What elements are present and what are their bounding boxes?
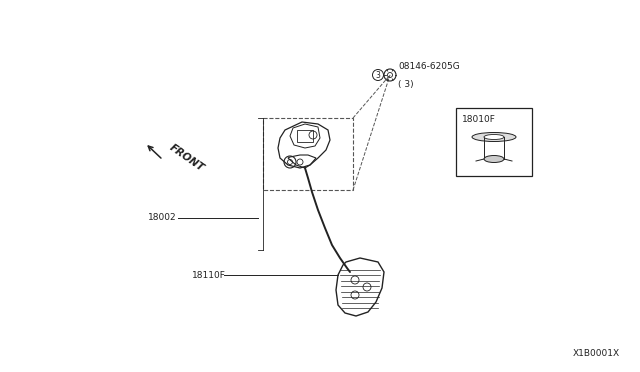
Text: 18110F: 18110F xyxy=(192,270,226,279)
Text: FRONT: FRONT xyxy=(168,142,206,173)
Bar xyxy=(263,118,353,190)
Bar xyxy=(456,108,532,176)
Text: 18002: 18002 xyxy=(148,214,177,222)
Bar xyxy=(297,130,313,142)
Text: 3: 3 xyxy=(376,71,380,80)
Text: ( 3): ( 3) xyxy=(398,80,413,89)
Text: 18010F: 18010F xyxy=(462,115,496,124)
Text: X1B0001X: X1B0001X xyxy=(573,349,620,358)
Ellipse shape xyxy=(484,155,504,163)
Ellipse shape xyxy=(472,132,516,141)
Text: 08146-6205G: 08146-6205G xyxy=(398,62,460,71)
Ellipse shape xyxy=(484,135,504,140)
